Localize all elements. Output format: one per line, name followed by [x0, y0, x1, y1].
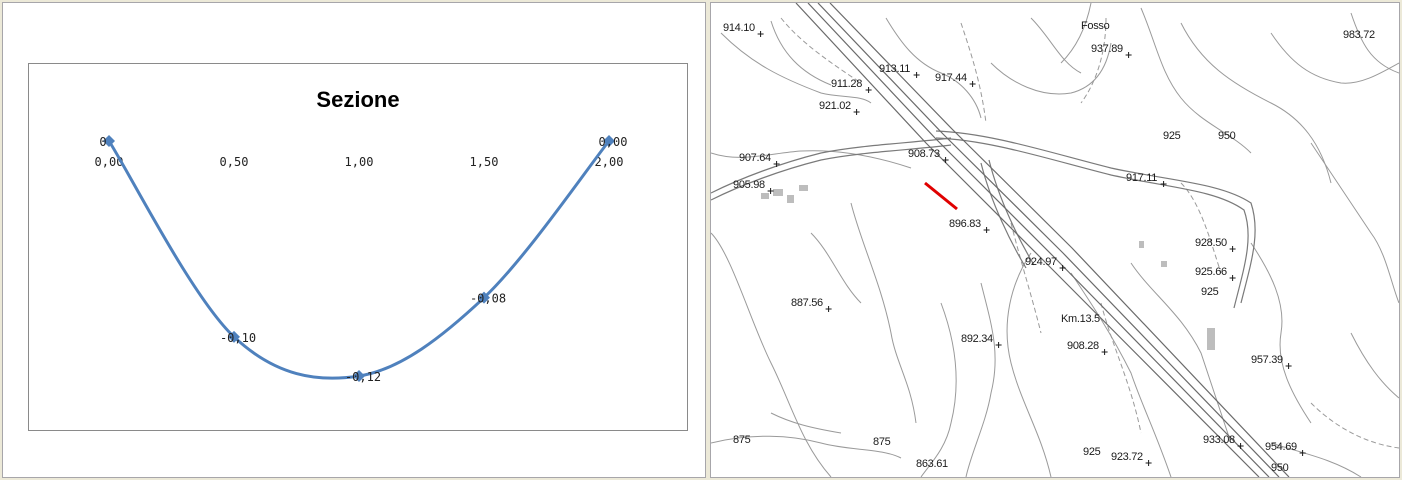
spot-height-mark	[995, 342, 1002, 348]
panel-divider	[705, 2, 711, 478]
spot-height-mark	[1160, 181, 1167, 187]
spot-height-mark	[1101, 349, 1108, 355]
spot-height-mark	[865, 87, 872, 93]
elevation-label: 937.89	[1091, 43, 1123, 55]
spot-height-mark	[1145, 460, 1152, 466]
spot-height-mark	[1059, 265, 1066, 271]
elevation-label: 950	[1271, 462, 1289, 474]
x-tick-label: 2,00	[595, 155, 624, 169]
elevation-label: 957.39	[1251, 354, 1283, 366]
elevation-label: 983.72	[1343, 29, 1375, 41]
topographic-map: Fosso 914.10 913.11 917.44 937.89 983.72 911.2…	[711, 3, 1399, 477]
data-label: 0,00	[599, 135, 628, 149]
elevation-label: 896.83	[949, 218, 981, 230]
elevation-label: 875	[873, 436, 891, 448]
elevation-label: 887.56	[791, 297, 823, 309]
chart-panel: Sezione 0,00 0,50 1,00 1,50 2,00 0 -0,10 -0,12 -0…	[3, 3, 705, 477]
elevation-label: 908.28	[1067, 340, 1099, 352]
elevation-label: 925	[1201, 286, 1219, 298]
elevation-label: 923.72	[1111, 451, 1143, 463]
elevation-label: 925	[1083, 446, 1101, 458]
elevation-label: 907.64	[739, 152, 771, 164]
elevation-label: Km.13.5	[1061, 313, 1100, 325]
spot-height-mark	[1237, 443, 1244, 449]
elevation-label: 925.66	[1195, 266, 1227, 278]
elevation-label: 917.11	[1126, 172, 1157, 184]
elevation-label: 913.11	[879, 63, 910, 75]
data-point	[353, 370, 365, 382]
elevation-label: 924.97	[1025, 256, 1057, 268]
spot-height-mark	[969, 81, 976, 87]
spot-height-mark	[983, 227, 990, 233]
elevation-label: 921.02	[819, 100, 851, 112]
contour-lines	[711, 3, 1399, 477]
spot-height-mark	[1285, 363, 1292, 369]
series-line	[107, 140, 611, 380]
spot-height-mark	[1229, 246, 1236, 252]
spot-height-mark	[1299, 450, 1306, 456]
spot-height-mark	[942, 157, 949, 163]
elevation-labels: Fosso 914.10 913.11 917.44 937.89 983.72 911.2…	[723, 20, 1375, 474]
spot-height-mark	[853, 109, 860, 115]
elevation-label: 875	[733, 434, 751, 446]
elevation-label: 905.98	[733, 179, 765, 191]
data-point	[103, 135, 115, 147]
elevation-label: 928.50	[1195, 237, 1227, 249]
elevation-label: 954.69	[1265, 441, 1297, 453]
x-tick-label: 1,50	[470, 155, 499, 169]
elevation-label: 914.10	[723, 22, 755, 34]
data-label: -0,08	[470, 292, 506, 306]
data-point	[228, 330, 240, 343]
x-tick-label: 1,00	[345, 155, 374, 169]
data-label: -0,10	[220, 331, 256, 345]
data-point	[603, 135, 615, 147]
spot-height-mark	[773, 161, 780, 167]
elevation-label: 892.34	[961, 333, 993, 345]
spot-height-mark	[913, 72, 920, 78]
x-tick-label: 0,00	[95, 155, 124, 169]
spot-height-mark	[825, 306, 832, 312]
section-chart: Sezione 0,00 0,50 1,00 1,50 2,00 0 -0,10 -0,12 -0…	[95, 87, 628, 384]
roads	[711, 130, 1256, 309]
elevation-label: 911.28	[831, 78, 862, 90]
elevation-label: 950	[1218, 130, 1236, 142]
section-marker	[924, 181, 958, 211]
data-label: 0	[99, 135, 106, 149]
spot-height-mark	[757, 31, 764, 37]
elevation-label: 925	[1163, 130, 1181, 142]
buildings	[761, 185, 1215, 350]
chart-title: Sezione	[316, 87, 399, 112]
spot-height-mark	[1125, 52, 1132, 58]
data-label: -0,12	[345, 370, 381, 384]
map-panel: Fosso 914.10 913.11 917.44 937.89 983.72 911.2…	[711, 3, 1399, 477]
elevation-label: Fosso	[1081, 20, 1110, 32]
spot-height-mark	[1229, 275, 1236, 281]
elevation-label: 863.61	[916, 458, 948, 470]
highway	[795, 3, 1290, 477]
data-point	[478, 291, 490, 304]
spot-height-mark	[767, 188, 774, 194]
dashed-paths	[780, 17, 1399, 449]
x-tick-label: 0,50	[220, 155, 249, 169]
chart-area: Sezione 0,00 0,50 1,00 1,50 2,00 0 -0,10 -0,12 -0…	[28, 63, 688, 431]
elevation-label: 908.73	[908, 148, 940, 160]
elevation-label: 917.44	[935, 72, 967, 84]
elevation-label: 933.08	[1203, 434, 1235, 446]
